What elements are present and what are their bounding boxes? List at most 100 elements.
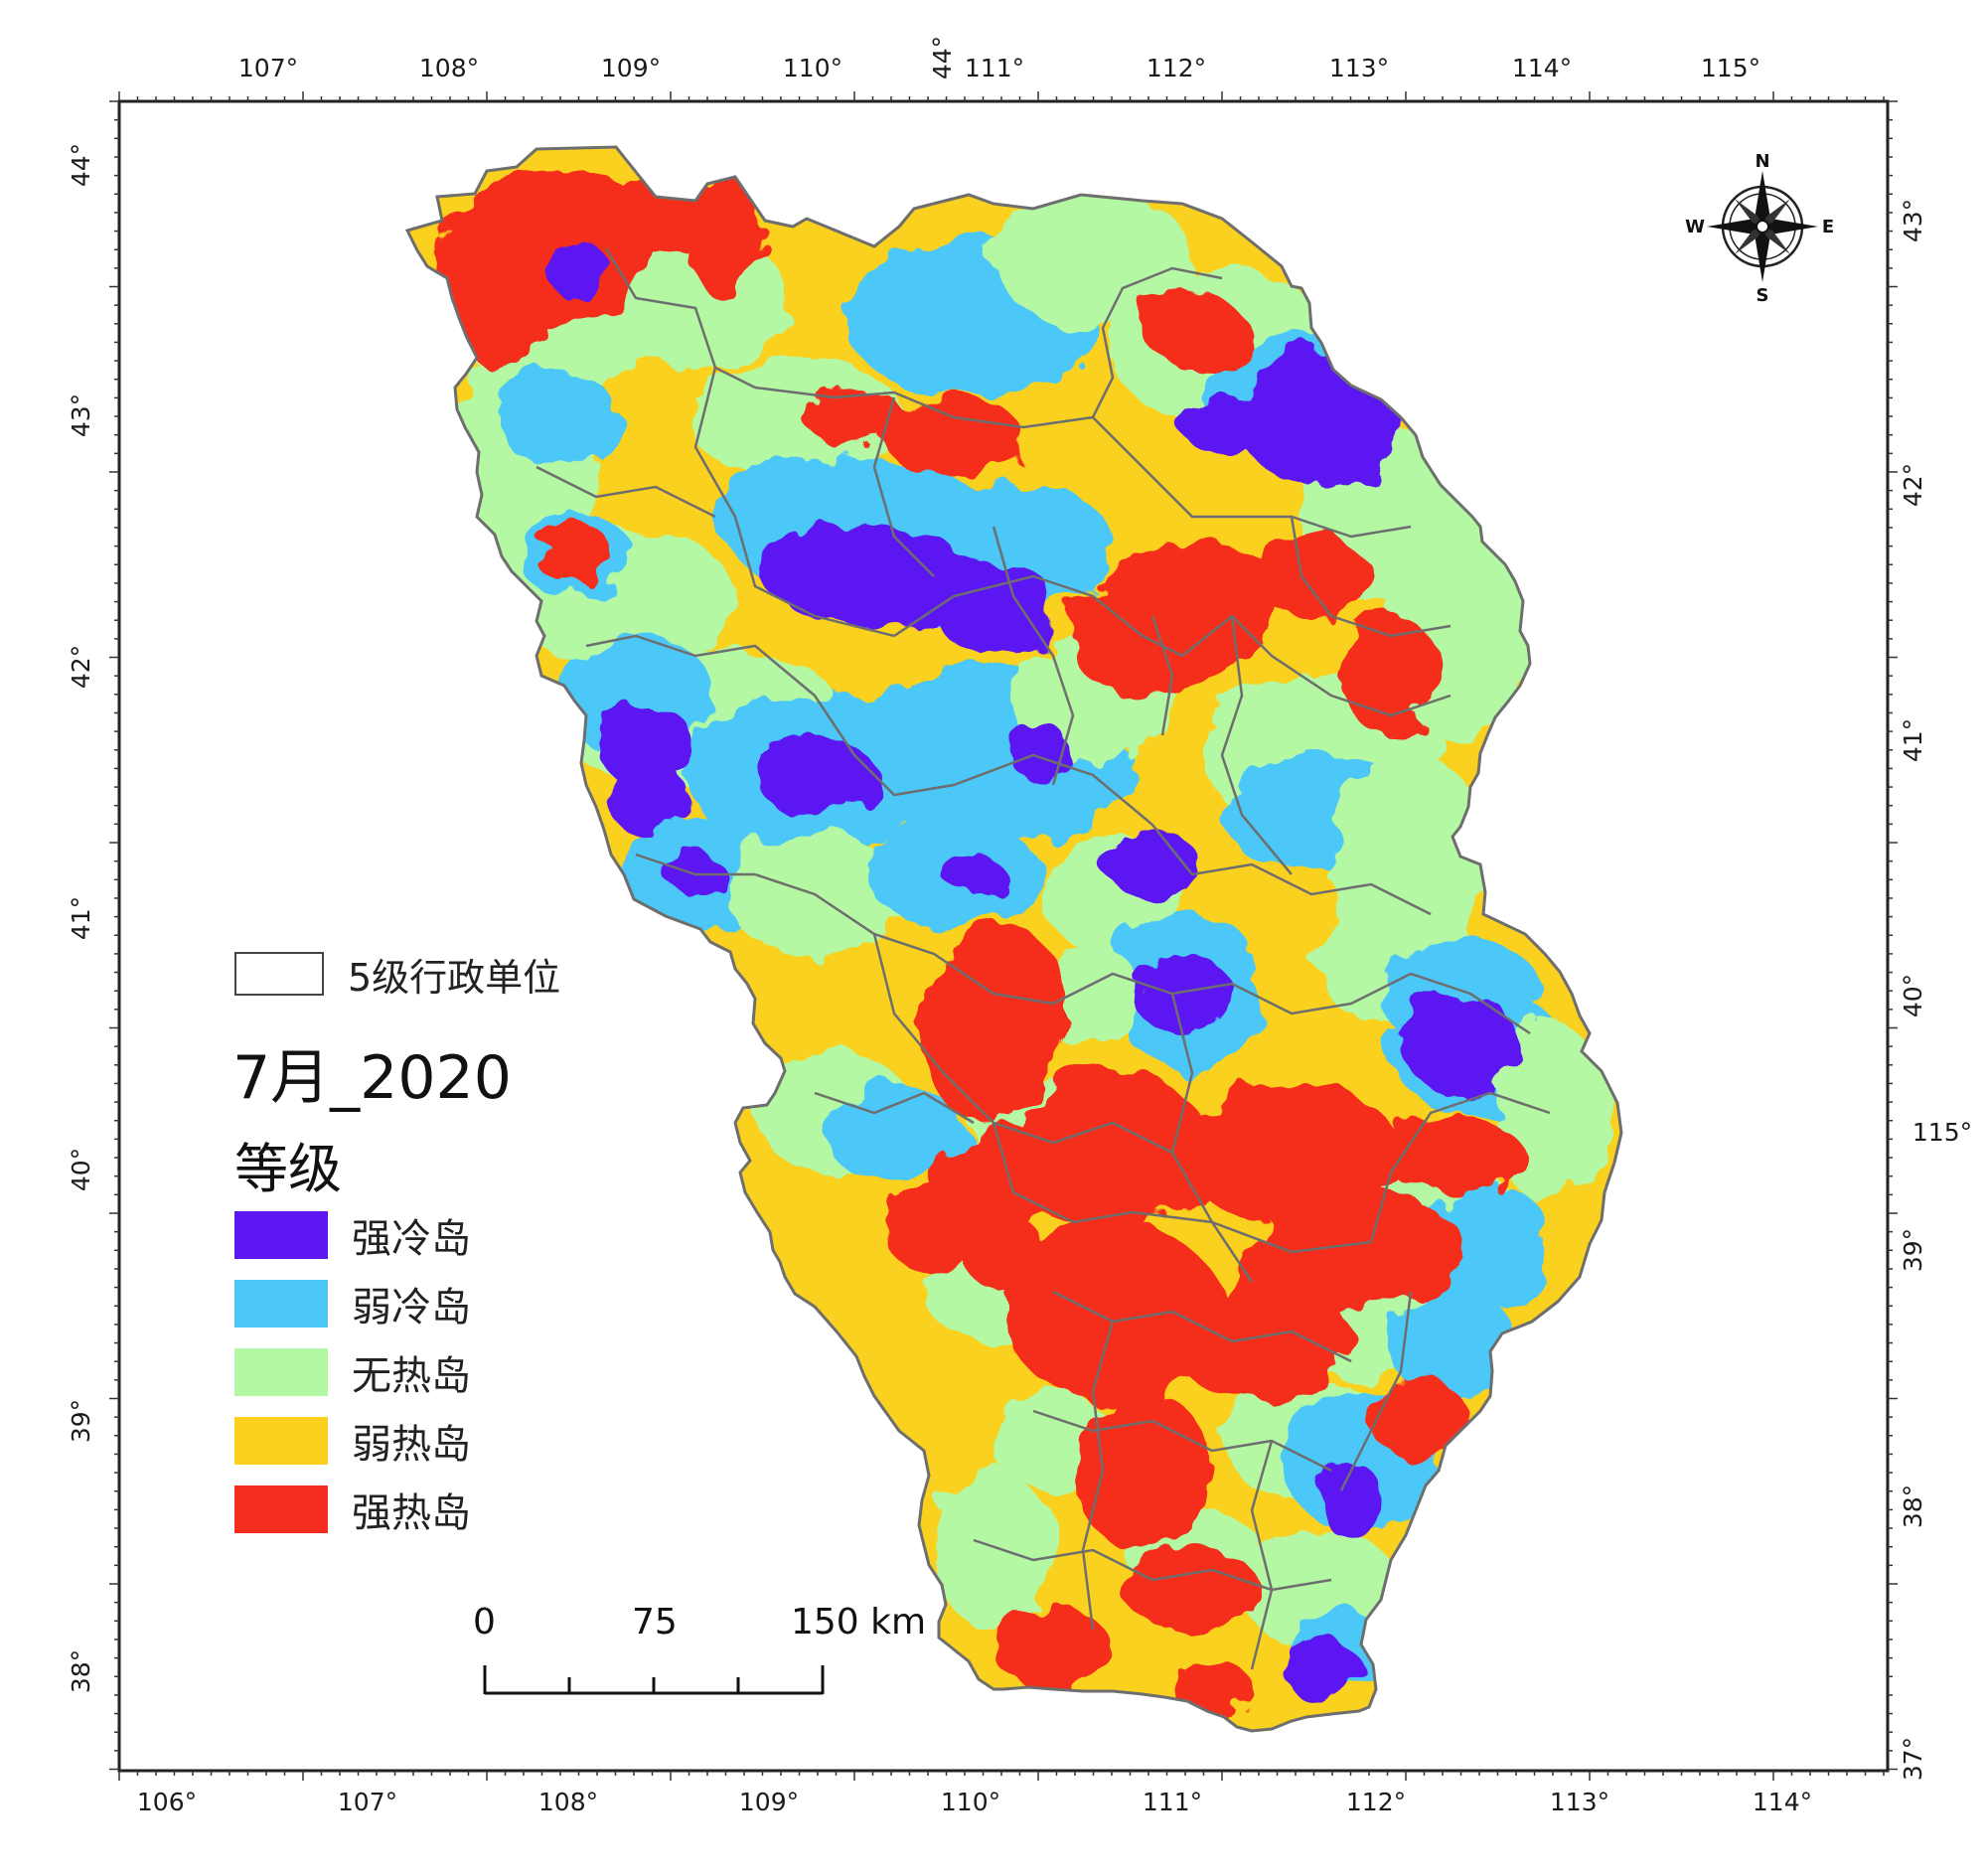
boundary-label: 5级行政单位 [348,955,561,1000]
bottom-lon-label: 113° [1550,1788,1609,1816]
class-patch [686,179,765,298]
right-lat-label: 41° [1899,718,1927,762]
class-patch [884,1192,984,1272]
admin-boundaries [535,247,1551,1670]
left-lat-label: 42° [67,645,95,689]
class-patch [884,397,1023,477]
top-lon-label: 108° [419,54,479,82]
top-lon-label: 110° [783,54,842,82]
top-lon-label: 111° [965,54,1024,82]
right-lat-label: 43° [1899,199,1927,242]
class-patch [994,1610,1113,1689]
class-patch [1371,1381,1470,1461]
legend-swatch [234,1485,328,1533]
class-patch [686,358,904,477]
class-patch [1321,1461,1381,1540]
class-patch [994,189,1192,328]
class-patch [1003,1222,1222,1401]
legend-item-strong-cool: 强冷岛 [234,1210,471,1262]
boundary-swatch [234,952,324,996]
class-patch [1341,616,1441,735]
map-title: 7月_2020 [232,1043,512,1113]
class-patch [497,368,616,467]
class-patch [1172,1282,1351,1401]
legend-swatch [234,1280,328,1328]
right-lat-label: 40° [1899,974,1927,1017]
class-patch [536,527,616,586]
legend-label: 弱冷岛 [352,1285,471,1330]
class-patch [1381,1113,1520,1192]
class-patch [1391,1282,1510,1401]
class-patch [1172,1659,1252,1719]
left-lat-label: 40° [67,1148,95,1191]
scale-bar: 0 75 150 km [473,1602,936,1701]
scale-label-75: 75 [632,1602,678,1642]
left-lat-label: 44° [67,143,95,187]
legend-swatch [234,1211,328,1259]
bottom-lon-label: 107° [338,1788,397,1816]
east-label: E [1822,217,1834,237]
left-lat-label: 38° [67,1649,95,1693]
class-patch [1013,725,1073,785]
legend-item-strong-heat: 强热岛 [234,1485,471,1536]
class-patch [1182,1083,1401,1222]
class-patch [1073,1391,1212,1550]
north-label: N [1755,151,1769,172]
left-lat-label: 39° [67,1399,95,1443]
scale-label-150: 150 km [791,1602,927,1642]
top-lon-label: 114° [1512,54,1572,82]
legend-item-none: 无热岛 [234,1347,471,1399]
legend-heading: 等级 [234,1138,342,1200]
right-lon-extra-label: 115° [1912,1118,1972,1147]
west-label: W [1685,217,1705,237]
legend-label: 强热岛 [352,1490,471,1536]
legend-swatch [234,1348,328,1396]
left-lat-label: 41° [67,896,95,940]
class-patch [755,526,994,627]
bottom-lon-label: 112° [1346,1788,1406,1816]
class-patch [1133,954,1232,1033]
bottom-lon-label: 109° [739,1788,799,1816]
scale-bar-line [483,1665,825,1695]
legend-label: 弱热岛 [352,1422,471,1468]
class-patch [922,924,1065,1123]
graticule-labels: 107° 108° 109° 110° 111° 112° 113° 114° … [67,36,1972,1816]
class-patch [1066,541,1279,692]
class-patch [944,855,1003,894]
top-lon-label: 109° [601,54,661,82]
class-patch [1351,1212,1470,1292]
class-patch [1182,397,1301,457]
legend-swatch [234,1417,328,1465]
class-patch [1134,285,1251,371]
class-patch [1282,1640,1361,1699]
right-lat-label: 37° [1899,1737,1927,1781]
graticule-ticks [109,91,1898,1781]
top-lon-label: 107° [238,54,298,82]
top-lon-label: 113° [1329,54,1389,82]
class-patch [1013,1073,1212,1232]
right-lat-label: 42° [1899,463,1927,507]
right-lat-label: 38° [1899,1485,1927,1528]
bottom-longitude-labels: 106° 107° 108° 109° 110° 111° 112° 113° … [137,1788,1812,1816]
class-patch [1103,835,1202,894]
class-patch [964,1212,1043,1292]
right-lat-label: 39° [1899,1228,1927,1272]
class-patch [934,556,1053,656]
class-patch [805,388,904,447]
right-latitude-labels: 43° 42° 41° 40° 39° 38° 37° 115° [1899,199,1972,1781]
top-lat-extra-label: 44° [928,36,957,79]
scale-label-0: 0 [473,1602,496,1642]
left-lat-label: 43° [67,393,95,437]
class-patch [934,1471,1053,1630]
class-patch [755,735,874,815]
top-longitude-labels: 107° 108° 109° 110° 111° 112° 113° 114° … [238,36,1760,82]
class-patch [1123,1550,1262,1630]
compass-rose-icon: N S W E [1685,151,1834,306]
legend-item-weak-heat: 弱热岛 [234,1416,471,1468]
bottom-lon-label: 114° [1753,1788,1812,1816]
bottom-lon-label: 106° [137,1788,197,1816]
left-latitude-labels: 44° 43° 42° 41° 40° 39° 38° [67,143,95,1693]
class-patch [1401,994,1520,1093]
top-lon-label: 115° [1701,54,1760,82]
class-patch [1252,537,1371,616]
